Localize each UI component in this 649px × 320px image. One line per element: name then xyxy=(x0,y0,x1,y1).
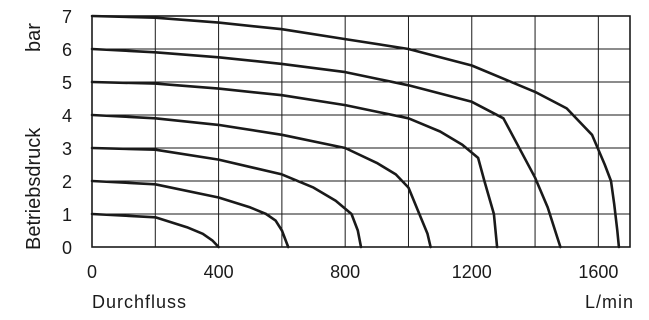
series-line-5 xyxy=(90,80,499,249)
x-axis-unit: L/min xyxy=(585,292,634,312)
series-line-7 xyxy=(90,14,621,249)
y-axis-unit: bar xyxy=(23,23,45,52)
y-tick-label: 1 xyxy=(62,205,72,225)
x-tick-label: 0 xyxy=(87,262,97,282)
y-axis-label: Betriebsdruck xyxy=(23,127,45,250)
y-tick-label: 0 xyxy=(62,238,72,258)
series-line-2 xyxy=(90,179,290,249)
y-tick-label: 5 xyxy=(62,73,72,93)
chart-curves xyxy=(90,14,621,249)
x-tick-label: 800 xyxy=(330,262,360,282)
series-line-1 xyxy=(90,212,220,249)
x-axis-label: Durchfluss xyxy=(92,292,187,312)
y-tick-labels: 0 1 2 3 4 5 6 7 xyxy=(62,7,72,258)
y-tick-label: 7 xyxy=(62,7,72,27)
y-tick-label: 3 xyxy=(62,139,72,159)
y-tick-label: 2 xyxy=(62,172,72,192)
plot-frame xyxy=(91,15,631,248)
x-tick-label: 1200 xyxy=(452,262,492,282)
y-tick-label: 6 xyxy=(62,40,72,60)
y-tick-label: 4 xyxy=(62,106,72,126)
series-line-3 xyxy=(90,146,363,249)
x-tick-label: 400 xyxy=(204,262,234,282)
x-tick-labels: 0 400 800 1200 1600 xyxy=(87,262,618,282)
series-line-4 xyxy=(90,113,432,249)
x-tick-label: 1600 xyxy=(578,262,618,282)
chart-grid xyxy=(92,16,630,247)
series-line-6 xyxy=(90,47,562,249)
